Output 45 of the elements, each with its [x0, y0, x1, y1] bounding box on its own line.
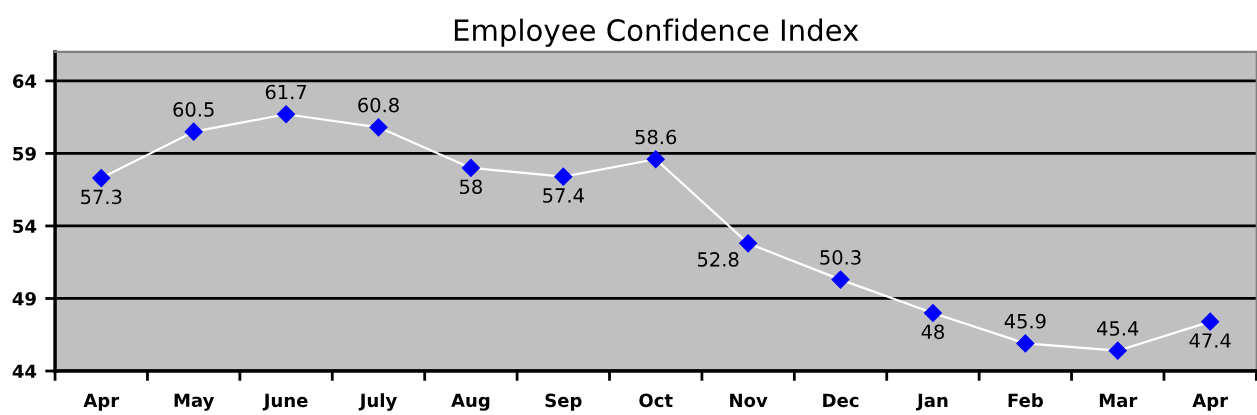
- data-label: 47.4: [1189, 333, 1231, 348]
- point: [1108, 341, 1127, 360]
- point: [554, 167, 573, 186]
- x-tick-label: Feb: [1008, 393, 1043, 408]
- x-tick-label: Apr: [1192, 393, 1229, 411]
- point: [461, 158, 480, 177]
- point: [923, 303, 942, 323]
- data-label: 60.5: [173, 102, 214, 117]
- data-label: 57.3: [81, 189, 122, 205]
- x-tick-label: Mar: [1099, 393, 1138, 408]
- point: [646, 150, 665, 169]
- data-label: 45.4: [1097, 321, 1139, 336]
- y-tick-label: 59: [13, 146, 36, 161]
- point: [369, 118, 388, 137]
- x-tick-label: Jan: [916, 393, 948, 411]
- x-tick-label: Sep: [545, 393, 582, 411]
- data-label: 48: [921, 324, 944, 340]
- point: [184, 122, 203, 141]
- y-tick-label: 49: [12, 291, 36, 306]
- data-label: 52.8: [698, 252, 739, 267]
- point: [92, 169, 111, 188]
- point: [1016, 334, 1035, 353]
- data-label: 60.8: [358, 97, 399, 113]
- point: [831, 270, 850, 289]
- point: [1201, 312, 1220, 331]
- data-label: 58: [460, 179, 482, 195]
- y-tick-label: 44: [12, 364, 37, 378]
- point: [739, 234, 758, 253]
- x-tick-label: Oct: [639, 393, 673, 408]
- data-label: 61.7: [265, 84, 307, 100]
- x-tick-label: July: [358, 393, 397, 411]
- x-tick-label: June: [262, 393, 308, 411]
- x-tick-label: Aug: [451, 393, 490, 411]
- x-tick-label: Dec: [823, 393, 859, 408]
- x-tick-label: Apr: [83, 393, 120, 411]
- data-label: 45.9: [1004, 313, 1046, 329]
- y-tick-label: 64: [13, 74, 37, 88]
- data-label: 57.4: [543, 188, 584, 203]
- x-tick-label: May: [174, 393, 215, 411]
- data-label: 50.3: [820, 250, 861, 265]
- x-tick-label: Nov: [730, 393, 768, 408]
- y-tick-label: 54: [13, 219, 37, 234]
- data-label: 58.6: [635, 129, 677, 145]
- point: [277, 105, 296, 124]
- chart-title: Employee Confidence Index: [454, 18, 859, 47]
